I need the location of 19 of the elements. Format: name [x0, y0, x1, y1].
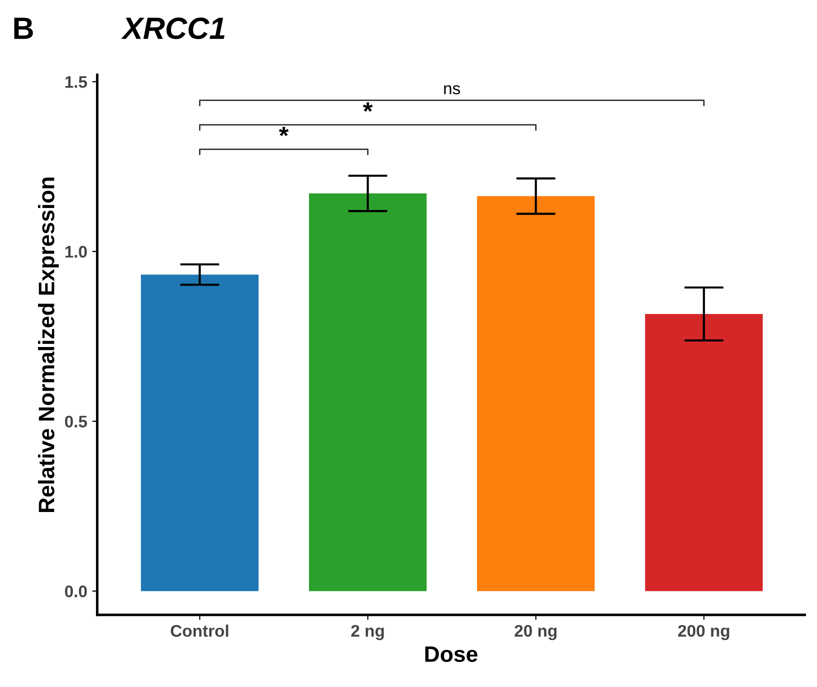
y-axis-title: Relative Normalized Expression [38, 178, 59, 512]
text: B [14, 18, 33, 39]
y-tick-label: 0.5 [64, 416, 88, 428]
x-axis-title: Dose [425, 646, 478, 662]
annotation: * [278, 126, 289, 136]
y-tick-label: 1.5 [65, 76, 88, 88]
bar [308, 193, 427, 592]
bar [645, 314, 763, 592]
annotation: ns [444, 85, 460, 94]
y-tick-label: 1.0 [65, 246, 87, 258]
chart-title: XRCC1 [121, 17, 224, 40]
bar [477, 196, 595, 592]
y-tick-label: 0.0 [64, 585, 87, 598]
x-tick-label: 2 ng [351, 624, 384, 640]
x-tick-label: 20 ng [514, 624, 557, 640]
annotation: * [363, 102, 373, 112]
bar [140, 274, 259, 592]
x-tick-label: 200 ng [678, 624, 730, 640]
x-tick-label: Control [170, 624, 228, 637]
